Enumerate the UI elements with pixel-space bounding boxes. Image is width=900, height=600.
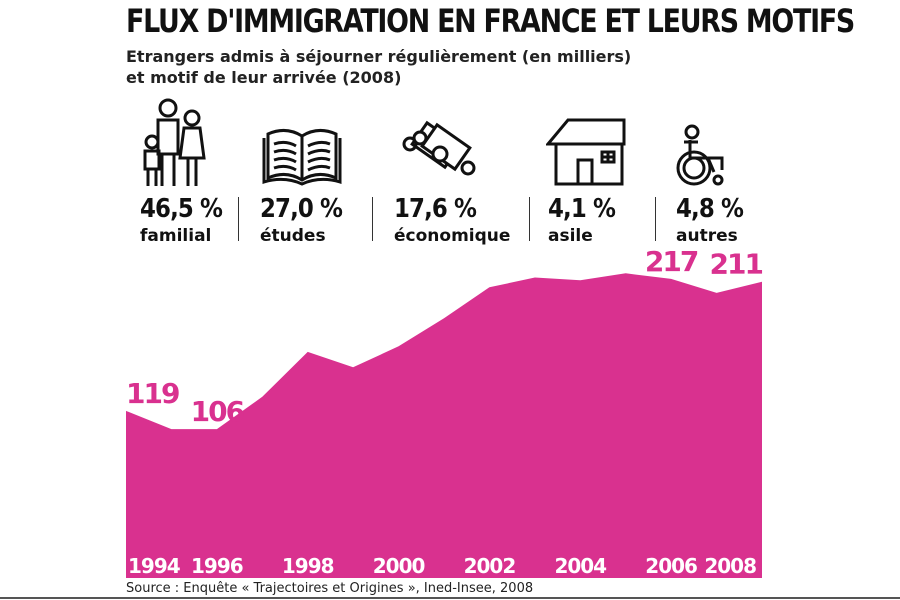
source-note: Source : Enquête « Trajectoires et Origi… bbox=[126, 581, 534, 596]
house-icon bbox=[546, 118, 626, 186]
data-label: 119 bbox=[126, 377, 179, 410]
motif-pct: 4,1 % bbox=[548, 194, 616, 224]
subtitle-line-1: Etrangers admis à séjourner régulièremen… bbox=[126, 47, 632, 66]
x-tick-label: 2006 bbox=[645, 554, 697, 578]
separator bbox=[238, 197, 239, 241]
x-tick-label: 1998 bbox=[282, 554, 334, 578]
data-label: 217 bbox=[645, 245, 698, 278]
motif-pct: 4,8 % bbox=[676, 194, 744, 224]
x-tick-label: 1994 bbox=[128, 554, 180, 578]
motif-label: familial bbox=[140, 226, 212, 246]
book-icon bbox=[262, 129, 342, 186]
motif-label: études bbox=[260, 226, 326, 246]
money-icon bbox=[402, 120, 476, 176]
x-tick-label: 2008 bbox=[704, 554, 756, 578]
separator bbox=[372, 197, 373, 241]
motif-pct: 46,5 % bbox=[140, 194, 223, 224]
motif-label: économique bbox=[394, 226, 511, 246]
x-tick-label: 2004 bbox=[554, 554, 606, 578]
x-tick-label: 2002 bbox=[464, 554, 516, 578]
bottom-rule bbox=[0, 597, 900, 599]
wheelchair-icon bbox=[676, 124, 724, 186]
motif-label: asile bbox=[548, 226, 593, 246]
data-label: 106 bbox=[191, 395, 244, 428]
separator bbox=[529, 197, 530, 241]
motif-pct: 17,6 % bbox=[394, 194, 477, 224]
subtitle-line-2: et motif de leur arrivée (2008) bbox=[126, 68, 402, 87]
separator bbox=[655, 197, 656, 241]
motif-label: autres bbox=[676, 226, 738, 246]
data-label: 211 bbox=[710, 248, 763, 281]
motif-pct: 27,0 % bbox=[260, 194, 343, 224]
area-series bbox=[126, 273, 762, 578]
x-tick-label: 1996 bbox=[191, 554, 243, 578]
family-icon bbox=[143, 98, 206, 186]
x-tick-label: 2000 bbox=[373, 554, 425, 578]
chart-title: FLUX D'IMMIGRATION EN FRANCE ET LEURS MO… bbox=[126, 2, 855, 40]
chart-subtitle: Etrangers admis à séjourner régulièremen… bbox=[126, 46, 631, 88]
